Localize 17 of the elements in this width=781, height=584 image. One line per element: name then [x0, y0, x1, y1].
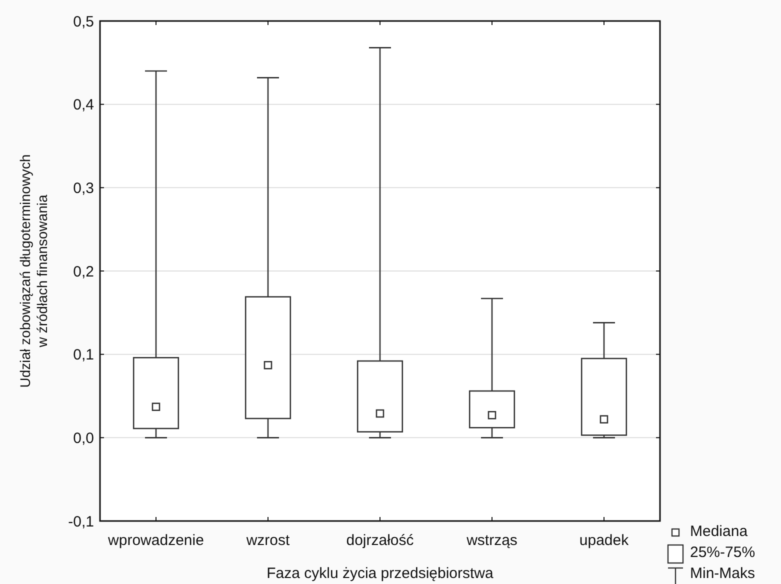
x-tick-label: wprowadzenie: [107, 532, 204, 549]
y-tick-label: 0,1: [73, 346, 94, 364]
y-tick-label: 0,0: [73, 430, 94, 447]
y-tick-label: 0,5: [73, 13, 94, 30]
text: 25%-75%: [690, 544, 756, 561]
text: Mediana: [690, 523, 748, 540]
text: Min-Maks: [690, 565, 756, 582]
x-tick-label: wstrząs: [466, 532, 518, 549]
y-axis-title: Udział zobowiązań długoterminowych w źródłach finansowania: [17, 154, 50, 388]
y-tick-label: -0,1: [68, 513, 94, 530]
y-tick-label: 0,3: [73, 180, 94, 197]
x-axis-title: Faza cyklu życia przedsiębiorstwa: [266, 565, 494, 582]
x-tick-label: upadek: [579, 532, 630, 549]
x-tick-label: dojrzałość: [346, 532, 414, 549]
x-tick-label: wzrost: [245, 532, 290, 549]
y-tick-label: 0,4: [73, 96, 94, 114]
y-tick-label: 0,2: [73, 263, 94, 280]
